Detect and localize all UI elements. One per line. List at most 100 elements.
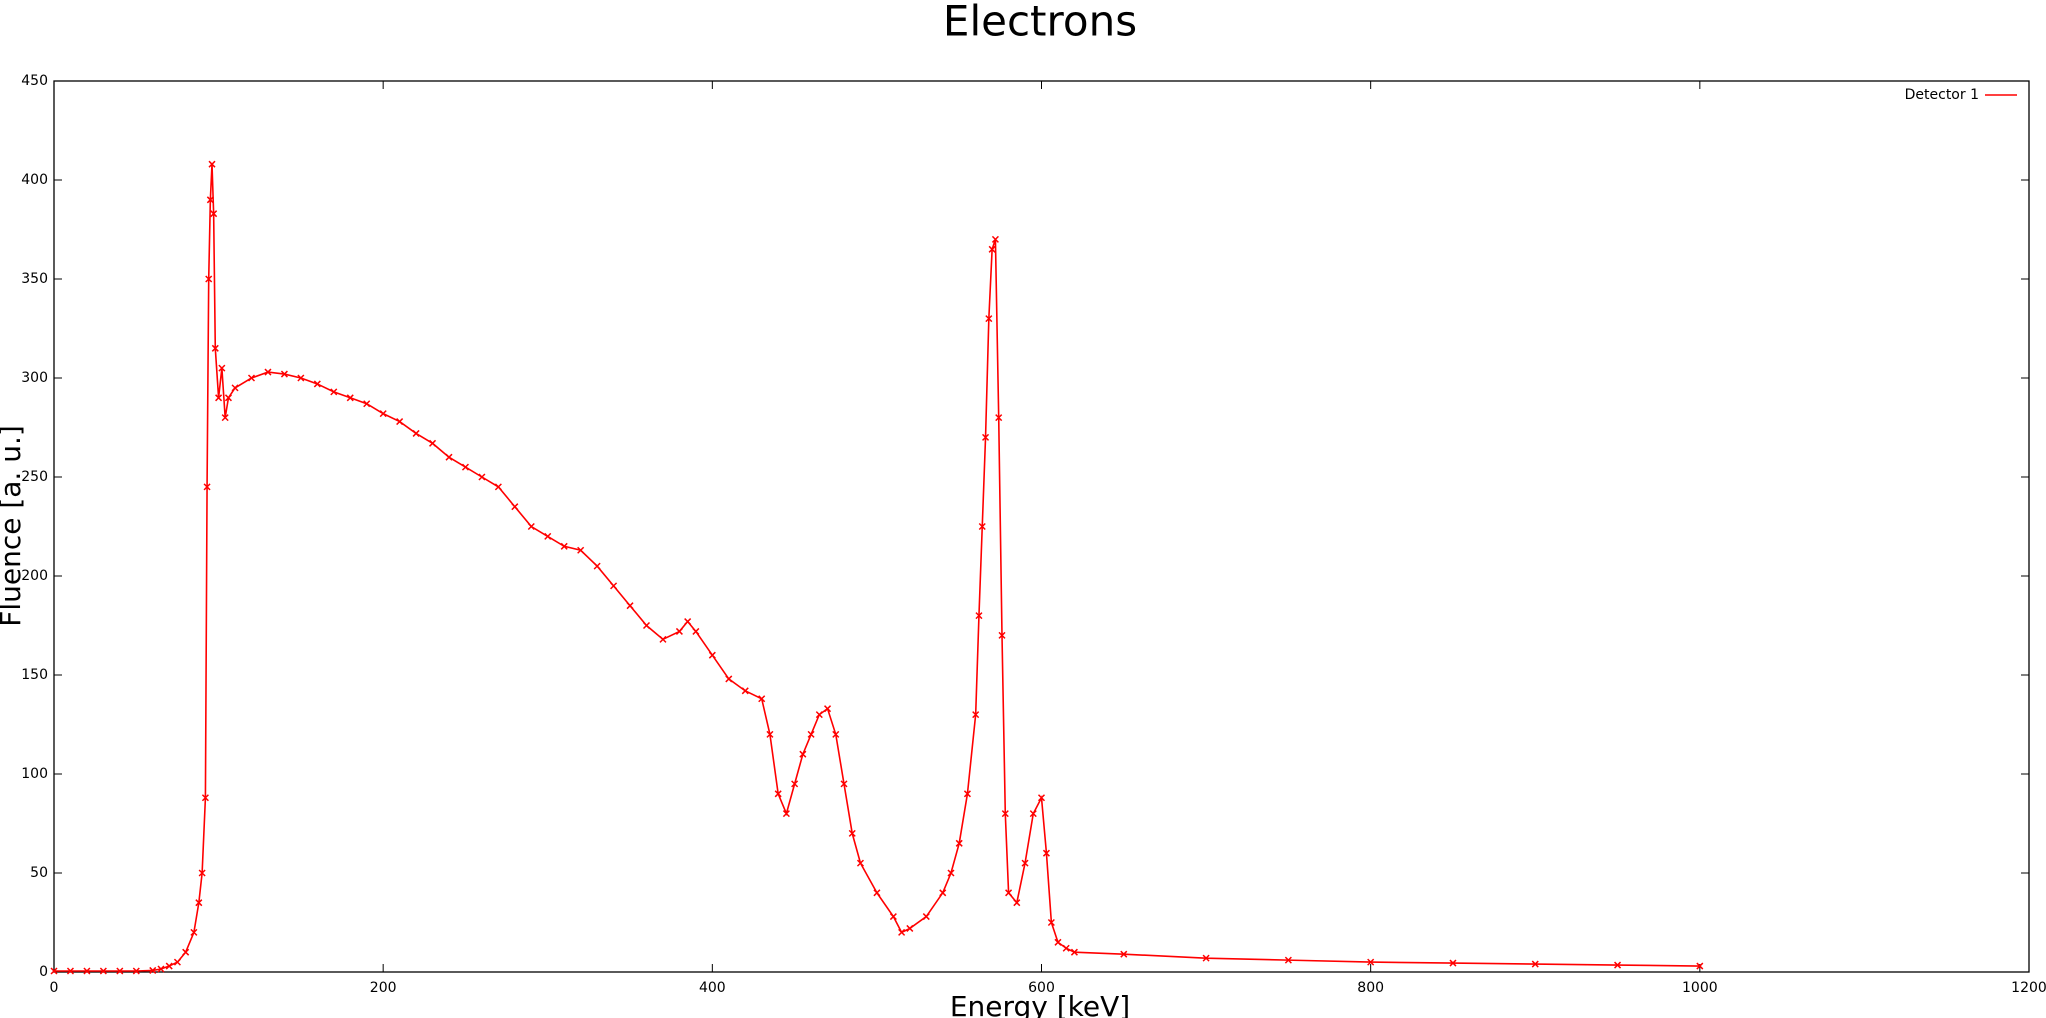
y-tick-label: 100 — [21, 766, 48, 782]
point-marker — [963, 790, 971, 798]
point-marker — [610, 582, 618, 590]
point-marker — [1037, 794, 1046, 802]
point-marker — [807, 730, 815, 738]
point-marker — [824, 705, 832, 713]
point-marker — [873, 889, 881, 897]
y-axis-label: Fluence [a. u.] — [0, 425, 27, 627]
x-tick-label: 1000 — [1682, 980, 1718, 996]
x-tick-label: 0 — [50, 980, 59, 996]
point-marker — [210, 210, 218, 218]
point-marker — [511, 503, 519, 511]
y-tick-label: 0 — [39, 964, 48, 980]
point-marker — [791, 780, 799, 788]
point-marker — [1070, 948, 1078, 956]
point-marker — [461, 463, 469, 471]
point-marker — [898, 928, 906, 936]
point-marker — [758, 695, 766, 703]
point-marker — [991, 235, 999, 243]
point-marker — [985, 315, 993, 323]
x-tick-label: 200 — [370, 980, 397, 996]
point-marker — [182, 948, 190, 956]
legend-label: Detector 1 — [1905, 87, 1979, 103]
y-tick-label: 200 — [21, 568, 48, 584]
point-marker — [1005, 889, 1013, 897]
point-marker — [978, 522, 986, 531]
point-marker — [1284, 956, 1292, 964]
point-marker — [231, 384, 239, 392]
point-marker — [1062, 944, 1070, 952]
point-marker — [982, 433, 990, 441]
point-marker — [642, 621, 651, 630]
point-marker — [1531, 960, 1539, 968]
point-marker — [947, 869, 955, 877]
point-marker — [988, 245, 996, 253]
plot-frame — [53, 80, 2030, 973]
point-marker — [173, 958, 181, 966]
point-marker — [313, 380, 321, 388]
point-marker — [998, 631, 1006, 639]
y-tick-label: 450 — [21, 73, 48, 89]
point-marker — [198, 869, 206, 877]
point-marker — [560, 542, 568, 550]
point-marker — [626, 602, 634, 610]
point-marker — [195, 899, 203, 907]
point-marker — [330, 388, 338, 396]
point-marker — [66, 967, 74, 975]
point-marker — [1047, 918, 1055, 927]
point-marker — [692, 627, 700, 635]
x-tick-label: 400 — [699, 980, 726, 996]
point-marker — [1202, 954, 1210, 962]
point-marker — [1029, 810, 1037, 818]
point-marker — [157, 965, 165, 973]
point-marker — [856, 859, 864, 867]
point-marker — [995, 414, 1003, 422]
point-marker — [206, 196, 214, 204]
point-marker — [412, 429, 420, 437]
point-marker — [190, 928, 198, 936]
point-marker — [708, 651, 716, 659]
x-tick-label: 1200 — [2011, 980, 2046, 996]
point-marker — [205, 275, 213, 283]
series-line — [54, 164, 1700, 972]
point-marker — [815, 711, 823, 719]
point-marker — [577, 546, 585, 554]
point-marker — [1449, 959, 1457, 967]
point-marker — [396, 418, 404, 426]
point-marker — [544, 532, 552, 540]
point-marker — [684, 618, 692, 626]
point-marker — [972, 711, 980, 719]
point-marker — [593, 562, 601, 570]
point-marker — [1696, 962, 1704, 970]
point-marker — [659, 635, 667, 643]
point-marker — [774, 790, 782, 798]
point-marker — [201, 794, 209, 802]
point-marker — [264, 368, 272, 376]
point-marker — [1614, 961, 1622, 969]
x-tick-label: 800 — [1357, 980, 1384, 996]
x-tick-label: 600 — [1028, 980, 1055, 996]
point-marker — [1013, 899, 1021, 907]
point-marker — [116, 967, 124, 975]
point-marker — [1054, 938, 1062, 946]
point-marker — [247, 374, 256, 382]
y-tick-label: 350 — [21, 271, 48, 287]
y-tick-label: 250 — [21, 469, 48, 485]
point-marker — [1001, 810, 1009, 818]
y-tick-label: 400 — [21, 172, 48, 188]
chart-title: Electrons — [943, 0, 1137, 46]
point-marker — [906, 924, 914, 932]
point-marker — [363, 400, 371, 408]
point-marker — [675, 627, 683, 635]
point-marker — [840, 780, 848, 788]
point-marker — [741, 687, 749, 695]
point-marker — [221, 414, 229, 422]
point-marker — [165, 962, 173, 970]
x-axis-label: Energy [keV] — [950, 990, 1130, 1018]
point-marker — [99, 967, 107, 975]
point-marker — [445, 453, 453, 461]
point-marker — [346, 394, 354, 402]
point-marker — [215, 394, 223, 402]
point-marker — [83, 967, 91, 975]
